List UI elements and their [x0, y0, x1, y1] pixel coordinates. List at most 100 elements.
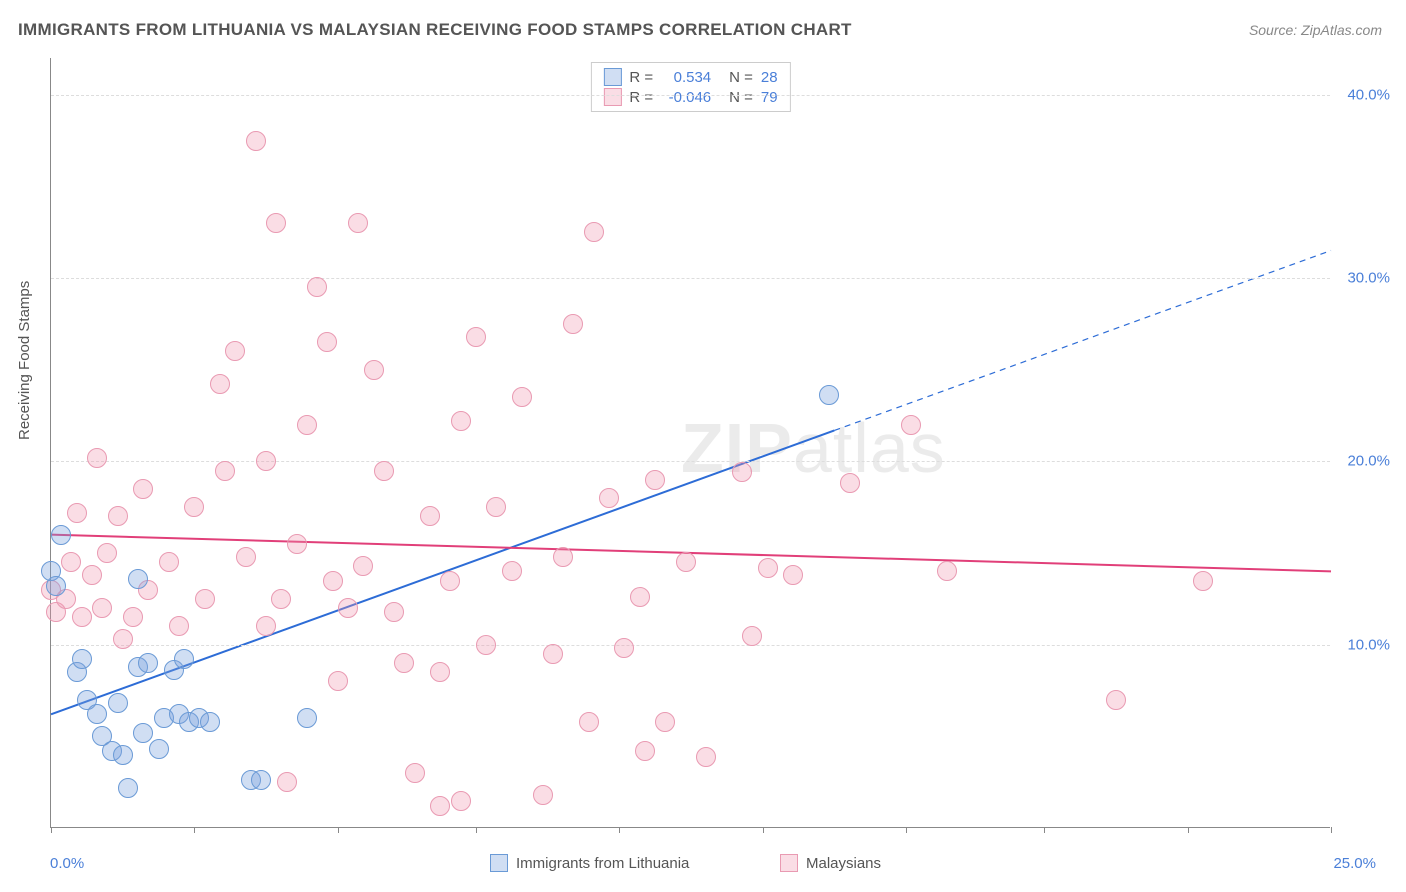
data-point [599, 488, 619, 508]
data-point [87, 704, 107, 724]
data-point [92, 598, 112, 618]
data-point [486, 497, 506, 517]
data-point [374, 461, 394, 481]
data-point [169, 616, 189, 636]
data-point [113, 629, 133, 649]
data-point [696, 747, 716, 767]
data-point [159, 552, 179, 572]
data-point [635, 741, 655, 761]
data-point [384, 602, 404, 622]
data-point [364, 360, 384, 380]
gridline [51, 645, 1330, 646]
data-point [108, 693, 128, 713]
data-point [563, 314, 583, 334]
y-tick-label: 20.0% [1347, 453, 1390, 470]
data-point [394, 653, 414, 673]
data-point [123, 607, 143, 627]
x-tick [194, 827, 195, 833]
data-point [353, 556, 373, 576]
data-point [553, 547, 573, 567]
data-point [61, 552, 81, 572]
source-label: Source: ZipAtlas.com [1249, 22, 1382, 38]
data-point [323, 571, 343, 591]
data-point [138, 653, 158, 673]
data-point [533, 785, 553, 805]
x-tick [338, 827, 339, 833]
data-point [338, 598, 358, 618]
data-point [225, 341, 245, 361]
data-point [97, 543, 117, 563]
swatch-icon [603, 68, 621, 86]
data-point [819, 385, 839, 405]
gridline [51, 278, 1330, 279]
data-point [451, 791, 471, 811]
data-point [543, 644, 563, 664]
data-point [200, 712, 220, 732]
data-point [430, 796, 450, 816]
x-tick [476, 827, 477, 833]
data-point [1106, 690, 1126, 710]
data-point [133, 479, 153, 499]
data-point [502, 561, 522, 581]
data-point [271, 589, 291, 609]
data-point [256, 616, 276, 636]
trend-lines-layer [51, 58, 1330, 827]
data-point [783, 565, 803, 585]
stats-row-1: R = 0.534 N = 28 [603, 67, 777, 87]
data-point [405, 763, 425, 783]
data-point [87, 448, 107, 468]
data-point [246, 131, 266, 151]
data-point [476, 635, 496, 655]
y-tick-label: 30.0% [1347, 270, 1390, 287]
data-point [287, 534, 307, 554]
data-point [676, 552, 696, 572]
x-axis-label-min: 0.0% [50, 855, 84, 872]
gridline [51, 461, 1330, 462]
legend-item-2: Malaysians [780, 854, 881, 872]
data-point [584, 222, 604, 242]
data-point [742, 626, 762, 646]
data-point [840, 473, 860, 493]
data-point [67, 503, 87, 523]
chart-title: IMMIGRANTS FROM LITHUANIA VS MALAYSIAN R… [18, 20, 852, 40]
data-point [645, 470, 665, 490]
data-point [149, 739, 169, 759]
x-tick [1188, 827, 1189, 833]
data-point [937, 561, 957, 581]
data-point [512, 387, 532, 407]
data-point [46, 576, 66, 596]
data-point [118, 778, 138, 798]
x-tick [619, 827, 620, 833]
x-tick [51, 827, 52, 833]
x-tick [1044, 827, 1045, 833]
data-point [630, 587, 650, 607]
y-tick-label: 10.0% [1347, 636, 1390, 653]
data-point [133, 723, 153, 743]
data-point [184, 497, 204, 517]
x-tick [906, 827, 907, 833]
data-point [236, 547, 256, 567]
data-point [614, 638, 634, 658]
y-axis-title: Receiving Food Stamps [16, 281, 33, 440]
data-point [277, 772, 297, 792]
data-point [251, 770, 271, 790]
data-point [420, 506, 440, 526]
data-point [348, 213, 368, 233]
swatch-icon [490, 854, 508, 872]
data-point [430, 662, 450, 682]
data-point [266, 213, 286, 233]
data-point [1193, 571, 1213, 591]
data-point [579, 712, 599, 732]
data-point [901, 415, 921, 435]
data-point [328, 671, 348, 691]
data-point [72, 607, 92, 627]
legend-item-1: Immigrants from Lithuania [490, 854, 689, 872]
x-axis-label-max: 25.0% [1333, 855, 1376, 872]
gridline [51, 95, 1330, 96]
x-tick [1331, 827, 1332, 833]
data-point [174, 649, 194, 669]
data-point [440, 571, 460, 591]
data-point [256, 451, 276, 471]
data-point [82, 565, 102, 585]
data-point [51, 525, 71, 545]
